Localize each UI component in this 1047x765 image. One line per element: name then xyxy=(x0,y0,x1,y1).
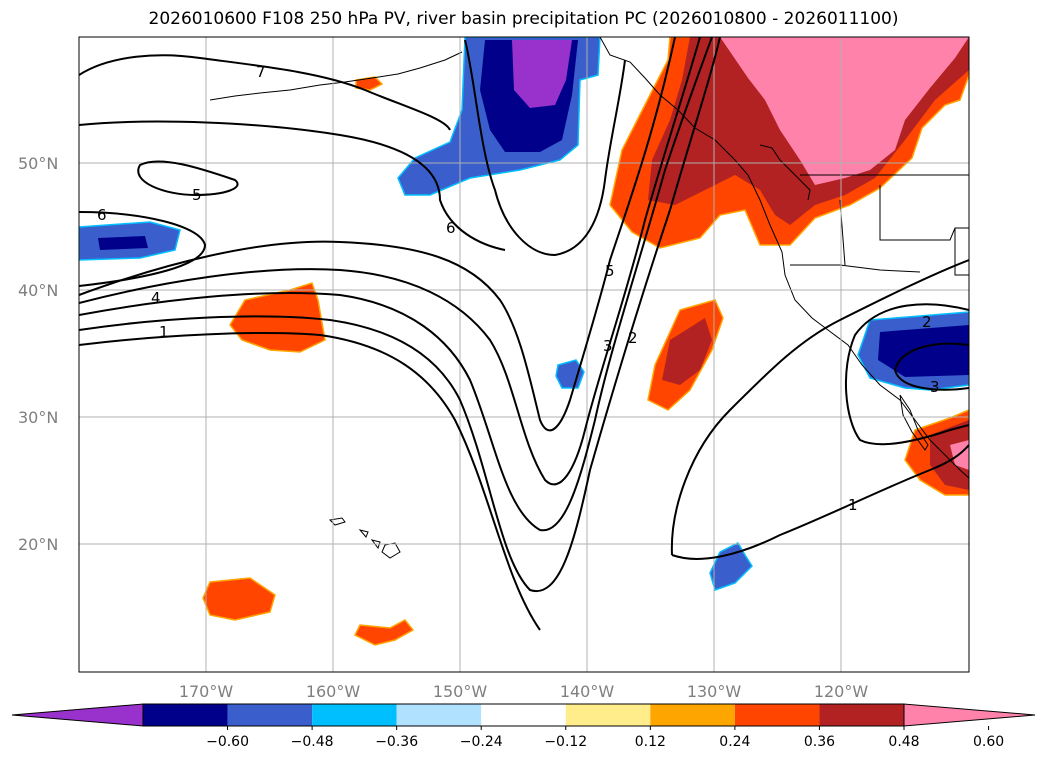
lon-label: 170°W xyxy=(179,682,234,701)
hawaii-south-positive-area xyxy=(202,577,276,621)
colorbar-tick-label: −0.36 xyxy=(375,734,418,750)
pv-contour-6 xyxy=(79,211,207,287)
lon-label: 120°W xyxy=(814,682,869,701)
colorbar-frame xyxy=(142,703,905,727)
map-title: 2026010600 F108 250 hPa PV, river basin … xyxy=(148,9,899,29)
lon-label: 140°W xyxy=(560,682,615,701)
colorbar-tick-label: −0.12 xyxy=(544,734,587,750)
lon-label: 130°W xyxy=(687,682,742,701)
colorbar-segment xyxy=(650,704,735,726)
contour-label: 1 xyxy=(848,496,858,514)
map-frame xyxy=(78,36,970,673)
colorbar-tick-label: −0.48 xyxy=(291,734,334,750)
lon-label: 150°W xyxy=(433,682,488,701)
colorbar: −0.60 −0.48 −0.36 −0.24 −0.12 0.12 0.24 0.36 0.4… xyxy=(11,703,1036,750)
colorbar-segment xyxy=(143,704,228,726)
positive-anomaly-blobs xyxy=(202,37,969,646)
colorbar-tick-label: −0.60 xyxy=(206,734,249,750)
lat-label: 50°N xyxy=(18,154,58,173)
colorbar-segment xyxy=(396,704,482,726)
colorbar-max-extend xyxy=(903,703,1036,727)
colorbar-tick-label: 0.60 xyxy=(973,734,1004,750)
colorbar-tick-label: −0.24 xyxy=(460,734,503,750)
lon-label: 160°W xyxy=(306,682,361,701)
colorbar-segment xyxy=(227,704,313,726)
contour-label: 3 xyxy=(603,337,613,355)
contour-label: 6 xyxy=(446,219,456,237)
pv-contour-2 xyxy=(79,37,721,593)
colorbar-tick-label: 0.12 xyxy=(635,734,666,750)
contour-label: 1 xyxy=(159,323,169,341)
pv-contour-5-east xyxy=(79,37,676,432)
lat-label: 20°N xyxy=(18,535,58,554)
pv-contour-4 xyxy=(79,37,701,486)
subtropical-negative-area xyxy=(709,542,753,591)
colorbar-min-extend xyxy=(11,703,144,727)
pv-contour-1 xyxy=(79,332,541,631)
graticule xyxy=(79,37,969,672)
pv-contour-6-east xyxy=(464,39,626,257)
colorbar-segment xyxy=(481,704,566,726)
contour-label: 2 xyxy=(628,329,638,347)
contour-label: 4 xyxy=(151,289,161,307)
pv-contours xyxy=(79,37,969,631)
colorbar-tick-label: 0.48 xyxy=(888,734,919,750)
lat-label: 40°N xyxy=(18,281,58,300)
central-pacific-small-negative xyxy=(555,359,585,389)
pv-contour-6-upper xyxy=(79,120,506,251)
contour-label: 6 xyxy=(97,206,107,224)
pv-contour-1-south xyxy=(670,259,969,556)
latitude-labels: 50°N 40°N 30°N 20°N xyxy=(18,154,58,554)
contour-label: 3 xyxy=(930,378,940,396)
pv-contour-1-subtropical xyxy=(671,444,969,560)
colorbar-tick-label: 0.36 xyxy=(804,734,835,750)
colorbar-tick-label: 0.24 xyxy=(719,734,750,750)
pv-contour-5-closed xyxy=(137,160,239,197)
colorbar-segment xyxy=(819,704,904,726)
colorbar-segment xyxy=(565,704,651,726)
contour-label: 2 xyxy=(922,313,932,331)
pv-contour-7 xyxy=(79,54,451,131)
colorbar-segment xyxy=(734,704,820,726)
contour-label: 7 xyxy=(256,63,266,81)
small-positive-area xyxy=(353,619,415,646)
map-panel: 7 6 5 6 5 4 1 5 3 2 2 3 1 xyxy=(79,37,969,672)
negative-anomaly-blobs xyxy=(79,37,969,591)
pv-contour-2-closed xyxy=(845,303,969,446)
colorbar-segment xyxy=(312,704,397,726)
contour-label: 5 xyxy=(192,186,202,204)
longitude-labels: 170°W 160°W 150°W 140°W 130°W 120°W xyxy=(179,682,869,701)
contour-labels: 7 6 5 6 5 4 1 5 3 2 2 3 1 xyxy=(97,63,940,514)
pv-contour-3-closed xyxy=(893,342,969,391)
pv-contour-3 xyxy=(79,37,713,532)
contour-label: 5 xyxy=(605,262,615,280)
lat-label: 30°N xyxy=(18,408,58,427)
